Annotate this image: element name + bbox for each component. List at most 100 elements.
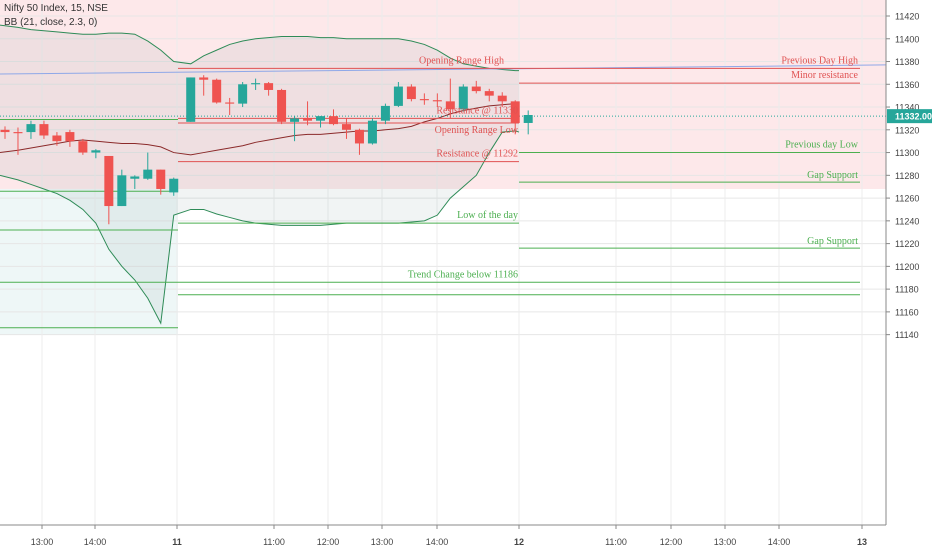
level-label: Previous Day High (781, 55, 858, 66)
candle-body (497, 95, 507, 102)
candle-body (0, 129, 10, 133)
indicator-label: BB (21, close, 2.3, 0) (4, 17, 98, 28)
trend-line (0, 64, 887, 75)
candle-body (329, 116, 338, 125)
level-label: Gap Support (807, 170, 858, 181)
candle-body (380, 105, 390, 121)
time-tick-label: 11 (172, 537, 182, 547)
candle-body (91, 150, 101, 153)
price-tag-label: 11332.00 (895, 112, 932, 122)
candle-body (406, 86, 416, 100)
time-axis[interactable]: 13:00 14:00 11 11:00 12:00 13:00 14:00 12 11:00 1… (0, 524, 886, 550)
price-tick-label: 11420 (895, 12, 919, 22)
candle-body (458, 86, 468, 110)
candle-body (143, 169, 153, 179)
support-zone (0, 188, 178, 335)
time-tick-label: 12 (514, 537, 524, 547)
candle-body (277, 89, 287, 122)
level-lines (0, 64, 887, 329)
candle-body (52, 135, 62, 142)
price-tick-label: 11260 (895, 194, 919, 204)
candle-body (212, 79, 222, 103)
candle-body (225, 102, 235, 104)
candle-body (264, 83, 274, 90)
time-tick-label: 14:00 (84, 537, 107, 547)
time-tick-label: 14:00 (768, 537, 791, 547)
bollinger-bands (0, 24, 520, 325)
bb-upper-line (0, 24, 519, 72)
candle-body (117, 175, 127, 207)
price-tick-label: 11220 (895, 239, 919, 249)
time-tick-label: 12:00 (317, 537, 340, 547)
bb-lower-line (0, 130, 520, 325)
candle-body (341, 124, 351, 130)
time-tick-label: 13:00 (31, 537, 54, 547)
price-tick-label: 11380 (895, 57, 919, 67)
time-tick-label: 12:00 (660, 537, 683, 547)
candle-body (471, 86, 481, 92)
price-tick-label: 11400 (895, 34, 919, 44)
price-tick-label: 11340 (895, 103, 919, 113)
candle-body (39, 124, 49, 136)
price-tick-label: 11280 (895, 171, 919, 181)
candle-body (156, 169, 166, 189)
time-tick-label: 11:00 (605, 537, 627, 547)
candle-body (251, 83, 261, 85)
level-labels: Opening Range High Previous Day High Minor… (408, 55, 859, 280)
price-tick-label: 11160 (895, 307, 919, 317)
time-tick-label: 11:00 (263, 537, 285, 547)
price-tick-label: 11320 (895, 125, 919, 135)
price-tag (887, 109, 932, 124)
time-tick-label: 13:00 (371, 537, 394, 547)
bb-basis-line (0, 102, 520, 156)
candle-body (199, 77, 209, 80)
level-label: Low of the day (457, 210, 518, 221)
candle-body (13, 132, 23, 134)
candle-body (316, 116, 326, 121)
bb-fill (0, 25, 519, 324)
price-tick-label: 11240 (895, 216, 919, 226)
symbol-title: Nifty 50 Index, 15, NSE (4, 3, 108, 14)
candle-body (432, 100, 442, 102)
level-label: Opening Range High (419, 55, 504, 66)
candle-body (419, 99, 429, 101)
candle-body (186, 77, 196, 122)
level-label: Trend Change below 11186 (408, 269, 518, 280)
time-tick-label: 13 (857, 537, 867, 547)
candle-body (169, 178, 179, 193)
candle-body (65, 132, 75, 142)
time-axis-bg (0, 525, 886, 550)
candle-body (238, 84, 248, 104)
candle-body (78, 141, 88, 153)
grid (0, 0, 886, 525)
candles (0, 75, 533, 225)
candle-body (354, 129, 364, 144)
level-label: Gap Support (807, 236, 858, 247)
candle-body (303, 118, 313, 121)
candle-body (523, 115, 533, 123)
price-axis-bg (886, 0, 932, 550)
candle-body (484, 91, 494, 96)
price-axis[interactable]: 11140 11160 11180 11200 11220 11240 11260 11280… (885, 0, 932, 550)
level-label: Opening Range Low (435, 125, 519, 136)
candle-body (130, 176, 140, 179)
price-tick-label: 11180 (895, 285, 919, 295)
time-tick-label: 13:00 (714, 537, 737, 547)
price-tick-label: 11200 (895, 262, 919, 272)
candle-body (445, 101, 455, 110)
candle-body (290, 118, 300, 122)
time-tick-label: 14:00 (426, 537, 449, 547)
price-tick-label: 11140 (895, 330, 919, 340)
level-label: Previous day Low (785, 140, 859, 151)
candle-body (510, 101, 520, 123)
candle-body (367, 120, 377, 144)
level-label: Minor resistance (791, 70, 858, 81)
candle-body (393, 86, 403, 106)
level-label: Resistance @ 11330 (436, 105, 518, 116)
price-tick-label: 11300 (895, 148, 919, 158)
price-tick-label: 11360 (895, 80, 919, 90)
candle-body (26, 124, 36, 133)
candle-body (104, 155, 114, 207)
